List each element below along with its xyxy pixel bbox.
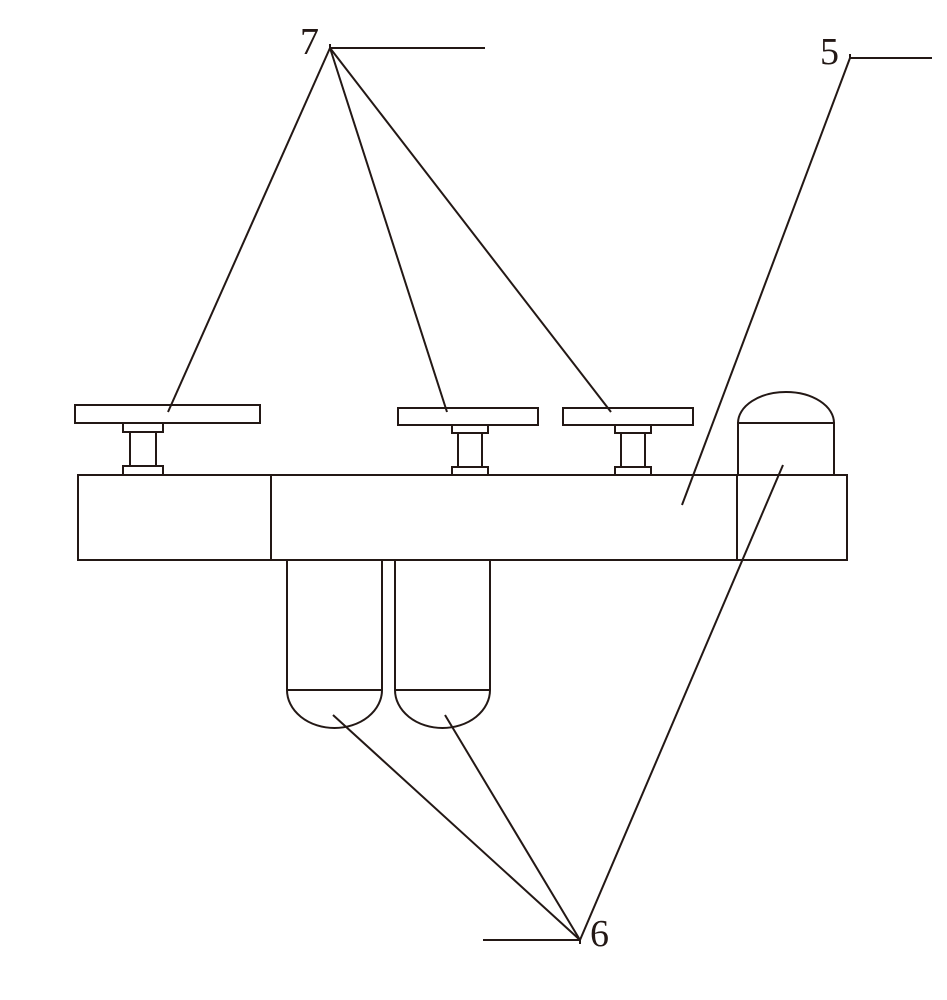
label-6: 6 — [590, 912, 609, 956]
label-7: 7 — [300, 20, 319, 64]
schematic-drawing — [0, 0, 947, 1000]
label-5: 5 — [820, 30, 839, 74]
